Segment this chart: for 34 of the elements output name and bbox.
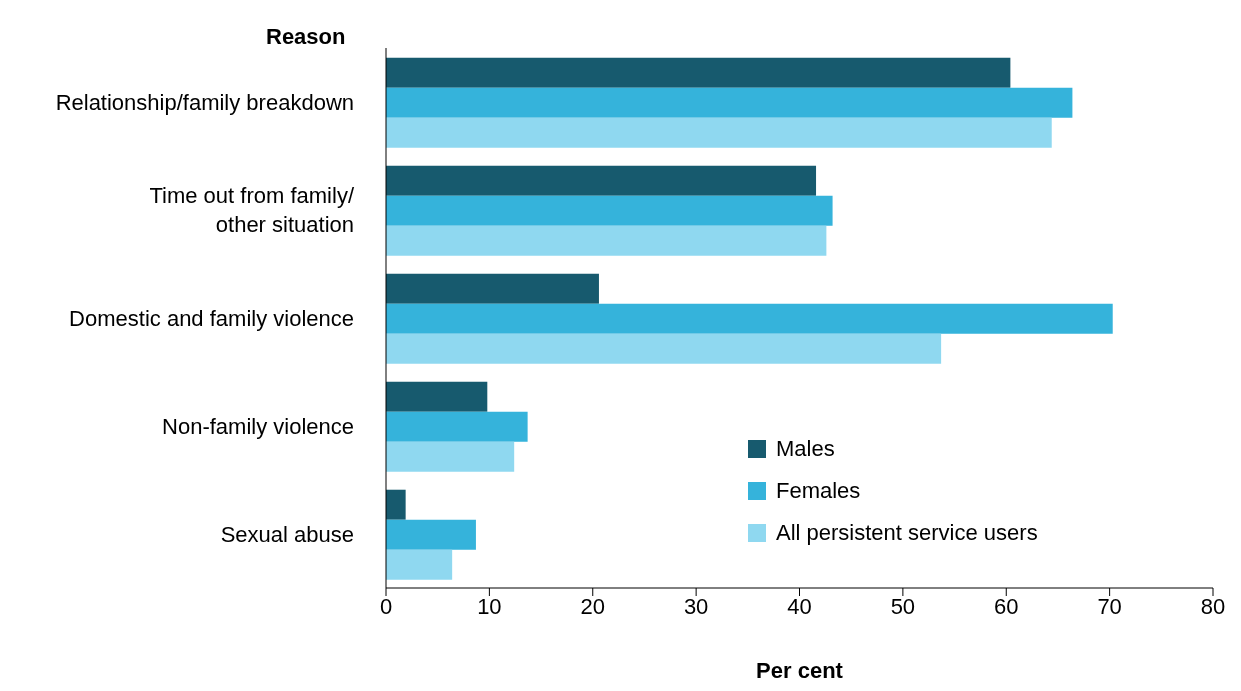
bar: [386, 519, 476, 550]
x-tick-label: 60: [994, 593, 1019, 619]
y-tick-label: Time out from family/ other situation: [149, 183, 355, 238]
bar: [386, 225, 827, 256]
y-axis-title: Reason: [266, 24, 346, 50]
bar: [386, 441, 515, 472]
x-tick-label: 20: [580, 593, 605, 619]
y-tick-label: Relationship/family breakdown: [55, 89, 354, 115]
x-tick-label: 70: [1097, 593, 1122, 619]
bar: [386, 117, 1052, 148]
x-axis-title: Per cent: [756, 658, 844, 683]
x-tick-label: 80: [1200, 593, 1226, 619]
bar: [386, 87, 1073, 118]
x-tick-label: 0: [379, 593, 393, 619]
legend-label: Females: [776, 478, 861, 504]
bar: [386, 381, 488, 412]
bar: [386, 165, 817, 196]
legend-label: All persistent service users: [776, 520, 1038, 546]
y-tick-label: Non-family violence: [162, 413, 354, 439]
bar: [386, 273, 599, 304]
y-tick-label: Sexual abuse: [220, 521, 354, 547]
bar: [386, 411, 528, 442]
x-tick-label: 10: [477, 593, 502, 619]
y-tick-label: Domestic and family violence: [69, 305, 354, 331]
bar: [386, 303, 1113, 334]
bar: [386, 333, 942, 364]
bar: [386, 549, 453, 580]
bar: [386, 489, 406, 520]
x-tick-label: 40: [787, 593, 812, 619]
legend-label: Males: [776, 436, 835, 462]
bar: [386, 195, 833, 226]
x-tick-label: 50: [890, 593, 916, 619]
x-tick-label: 30: [683, 593, 709, 619]
bar: [386, 57, 1011, 88]
